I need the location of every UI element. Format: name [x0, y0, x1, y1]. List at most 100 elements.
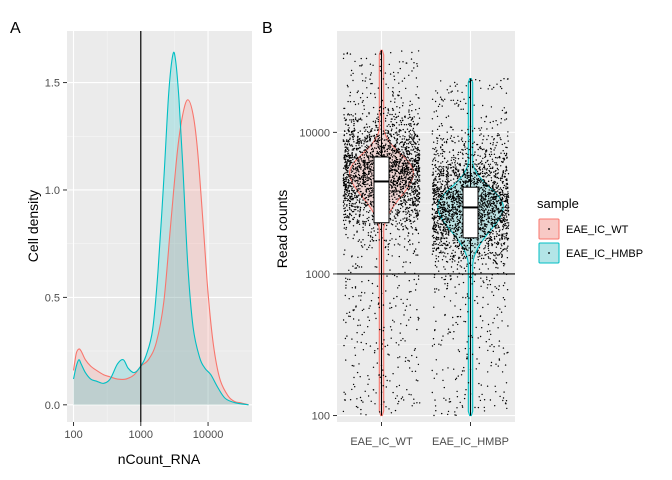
read-count-point — [496, 164, 499, 166]
read-count-point — [500, 122, 502, 124]
read-count-point — [482, 188, 484, 190]
read-count-point — [454, 81, 456, 84]
read-count-point — [490, 106, 493, 108]
read-count-point — [436, 190, 438, 193]
read-count-point — [486, 214, 489, 216]
read-count-point — [343, 192, 346, 194]
read-count-point — [354, 196, 356, 198]
read-count-point — [468, 297, 470, 299]
read-count-point — [445, 226, 447, 228]
read-count-point — [411, 117, 413, 119]
read-count-point — [395, 213, 397, 215]
read-count-point — [378, 139, 381, 142]
read-count-point — [442, 195, 444, 198]
read-count-point — [489, 232, 492, 234]
read-count-point — [438, 173, 441, 176]
read-count-point — [480, 87, 482, 90]
read-count-point — [410, 226, 412, 228]
read-count-point — [431, 130, 434, 132]
read-count-point — [477, 239, 479, 241]
read-count-point — [438, 270, 440, 272]
read-count-point — [455, 292, 457, 294]
read-count-point — [450, 215, 452, 217]
read-count-point — [451, 215, 453, 217]
read-count-point — [471, 179, 473, 182]
read-count-point — [484, 232, 486, 235]
read-count-point — [436, 373, 438, 375]
read-count-point — [507, 193, 509, 195]
read-count-point — [368, 126, 371, 128]
read-count-point — [475, 326, 477, 329]
read-count-point — [458, 175, 460, 177]
read-count-point — [445, 142, 448, 144]
read-count-point — [451, 162, 453, 164]
read-count-point — [390, 329, 393, 331]
read-count-point — [476, 143, 479, 146]
read-count-point — [403, 196, 405, 198]
read-count-point — [475, 368, 477, 370]
read-count-point — [410, 119, 412, 121]
read-count-point — [405, 147, 408, 150]
read-count-point — [463, 251, 465, 253]
read-count-point — [489, 212, 491, 214]
read-count-point — [387, 140, 390, 143]
read-count-point — [418, 188, 421, 190]
read-count-point — [442, 209, 444, 211]
read-count-point — [359, 184, 361, 187]
read-count-point — [370, 187, 373, 190]
read-count-point — [489, 121, 491, 124]
read-count-point — [433, 111, 435, 113]
read-count-point — [449, 278, 452, 281]
read-count-point — [441, 155, 444, 157]
read-count-point — [406, 201, 408, 204]
read-count-point — [346, 84, 349, 87]
read-count-point — [487, 214, 490, 216]
read-count-point — [368, 307, 370, 309]
read-count-point — [503, 211, 505, 213]
read-count-point — [452, 242, 455, 244]
read-count-point — [399, 183, 402, 186]
read-count-point — [354, 287, 357, 289]
read-count-point — [389, 141, 391, 144]
read-count-point — [399, 155, 401, 157]
read-count-point — [449, 195, 452, 197]
read-count-point — [467, 133, 470, 135]
read-count-point — [462, 168, 465, 170]
read-count-point — [441, 152, 444, 155]
read-count-point — [347, 167, 349, 170]
read-count-point — [501, 371, 504, 373]
read-count-point — [410, 163, 412, 165]
read-count-point — [363, 180, 365, 182]
read-count-point — [401, 190, 403, 193]
read-count-point — [473, 184, 475, 186]
read-count-point — [499, 229, 501, 231]
read-count-point — [507, 245, 509, 247]
read-count-point — [434, 264, 437, 267]
read-count-point — [401, 181, 403, 184]
read-count-point — [369, 178, 372, 180]
read-count-point — [354, 60, 356, 63]
read-count-point — [499, 218, 501, 220]
read-count-point — [413, 131, 415, 133]
read-count-point — [406, 150, 408, 152]
read-count-point — [408, 123, 410, 125]
read-count-point — [392, 109, 394, 111]
read-count-point — [389, 302, 391, 304]
read-count-point — [395, 217, 397, 219]
read-count-point — [444, 218, 446, 220]
read-count-point — [386, 379, 388, 382]
read-count-point — [369, 345, 372, 347]
read-count-point — [468, 148, 470, 151]
read-count-point — [433, 231, 435, 233]
read-count-point — [454, 190, 456, 192]
read-count-point — [398, 184, 400, 186]
read-count-point — [482, 202, 484, 204]
read-count-point — [412, 182, 414, 185]
read-count-point — [349, 195, 351, 198]
read-count-point — [494, 162, 496, 164]
read-count-point — [344, 161, 346, 164]
read-count-point — [452, 210, 454, 212]
read-count-point — [400, 180, 402, 182]
read-count-point — [391, 162, 393, 164]
read-count-point — [357, 185, 359, 188]
